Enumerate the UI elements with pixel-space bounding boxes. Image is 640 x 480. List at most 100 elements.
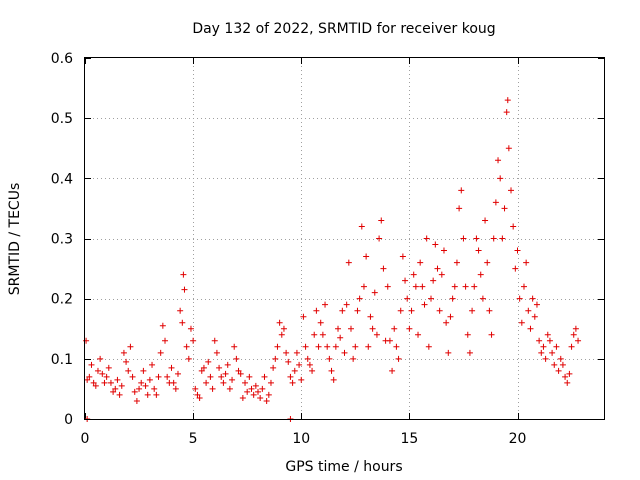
data-point xyxy=(531,313,538,320)
data-point xyxy=(209,385,216,392)
data-point xyxy=(319,331,326,338)
data-point xyxy=(174,370,181,377)
data-point xyxy=(101,379,108,386)
data-point xyxy=(497,175,504,182)
data-point xyxy=(490,235,497,242)
data-point xyxy=(460,235,467,242)
data-point xyxy=(341,349,348,356)
data-point xyxy=(352,343,359,350)
data-point xyxy=(84,376,91,383)
data-point xyxy=(417,259,424,266)
data-point xyxy=(399,253,406,260)
data-point xyxy=(263,397,270,404)
data-point xyxy=(250,391,257,398)
data-point xyxy=(440,247,447,254)
data-point xyxy=(508,187,515,194)
data-point xyxy=(566,370,573,377)
data-point xyxy=(523,259,530,266)
data-point xyxy=(350,355,357,362)
data-point xyxy=(244,388,251,395)
data-point xyxy=(544,331,551,338)
data-point xyxy=(527,325,534,332)
data-point xyxy=(421,301,428,308)
data-point xyxy=(235,367,242,374)
data-point xyxy=(430,277,437,284)
data-point xyxy=(512,265,519,272)
data-point xyxy=(306,361,313,368)
data-point xyxy=(562,373,569,380)
data-point xyxy=(453,259,460,266)
data-point xyxy=(155,373,162,380)
data-point xyxy=(114,376,121,383)
data-point xyxy=(464,331,471,338)
data-point xyxy=(287,373,294,380)
data-point xyxy=(252,382,259,389)
data-point xyxy=(373,331,380,338)
data-point xyxy=(423,235,430,242)
data-point xyxy=(482,217,489,224)
data-point xyxy=(136,385,143,392)
data-point xyxy=(177,307,184,314)
data-point xyxy=(488,331,495,338)
data-point xyxy=(438,271,445,278)
data-point xyxy=(170,379,177,386)
data-point xyxy=(443,319,450,326)
axis-ticks: 0 5 10 15 20 0 0.1 0.2 0.3 0.4 0.5 0.6 xyxy=(51,51,604,447)
data-point xyxy=(259,385,266,392)
data-point xyxy=(309,367,316,374)
y-tick-label: 0.3 xyxy=(51,232,73,248)
data-point xyxy=(133,397,140,404)
data-point xyxy=(447,313,454,320)
grid-lines xyxy=(85,58,604,419)
data-point xyxy=(432,241,439,248)
data-point xyxy=(183,343,190,350)
data-point xyxy=(146,376,153,383)
data-point xyxy=(229,376,236,383)
data-point xyxy=(293,349,300,356)
data-point xyxy=(138,379,145,386)
data-point xyxy=(196,394,203,401)
y-axis-label: SRMTID / TECUs xyxy=(7,183,23,296)
data-point xyxy=(116,391,123,398)
data-point xyxy=(257,394,264,401)
data-point xyxy=(389,367,396,374)
data-point xyxy=(242,379,249,386)
data-point xyxy=(354,307,361,314)
x-axis-label: GPS time / hours xyxy=(285,459,402,475)
data-point xyxy=(127,343,134,350)
data-point xyxy=(505,145,512,152)
data-point xyxy=(575,337,582,344)
data-point xyxy=(220,379,227,386)
data-point xyxy=(477,271,484,278)
data-point xyxy=(330,376,337,383)
data-point xyxy=(445,349,452,356)
y-tick-label: 0.6 xyxy=(51,51,73,67)
data-point xyxy=(192,385,199,392)
data-point xyxy=(514,247,521,254)
x-tick-label: 15 xyxy=(400,431,418,447)
data-point xyxy=(365,343,372,350)
data-point xyxy=(211,337,218,344)
y-tick-label: 0.2 xyxy=(51,292,73,308)
data-point xyxy=(103,373,110,380)
data-point xyxy=(503,109,510,116)
data-point xyxy=(484,259,491,266)
data-point xyxy=(324,343,331,350)
data-point xyxy=(540,343,547,350)
data-point xyxy=(434,265,441,272)
data-point xyxy=(404,295,411,302)
data-point xyxy=(276,319,283,326)
data-point xyxy=(248,385,255,392)
data-point xyxy=(231,343,238,350)
data-point xyxy=(410,271,417,278)
data-point xyxy=(218,373,225,380)
data-point xyxy=(384,283,391,290)
data-point xyxy=(90,379,97,386)
data-point xyxy=(140,367,147,374)
data-point xyxy=(94,367,101,374)
data-point xyxy=(369,325,376,332)
y-tick-label: 0.4 xyxy=(51,171,73,187)
data-point xyxy=(162,337,169,344)
data-point xyxy=(190,337,197,344)
data-point xyxy=(520,283,527,290)
